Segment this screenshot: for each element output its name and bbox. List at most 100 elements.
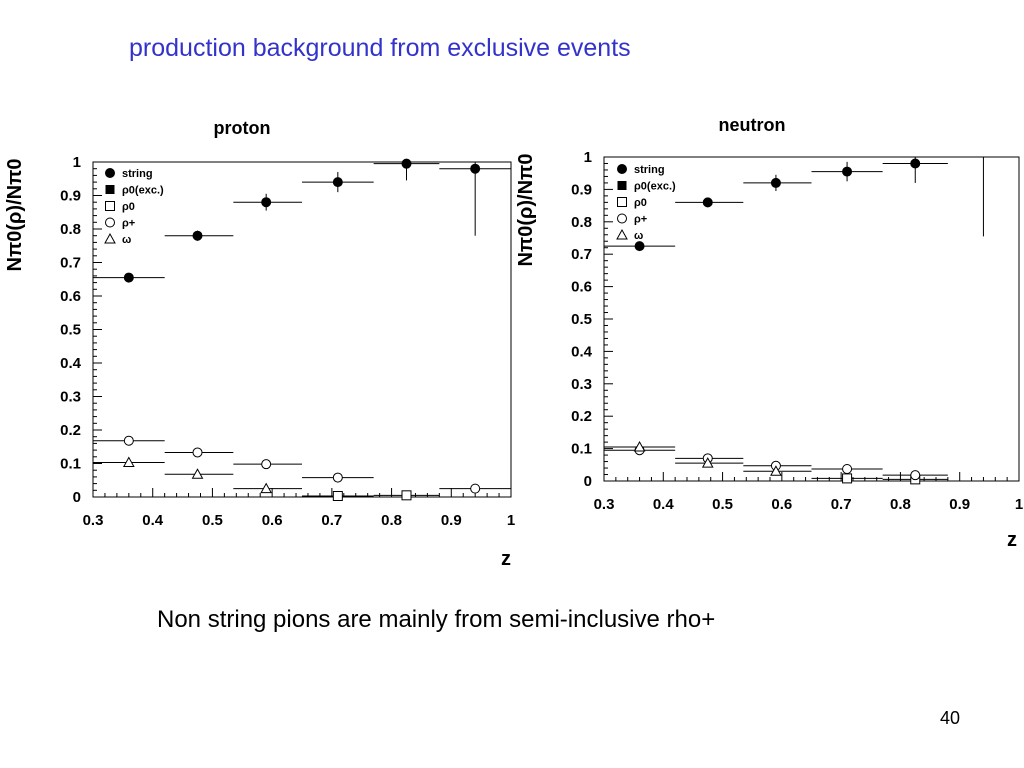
data-point: [332, 472, 343, 483]
x-tick-label: 0.9: [441, 512, 462, 529]
y-tick-label: 0.9: [571, 181, 592, 198]
chart-title: neutron: [719, 115, 786, 135]
y-tick-label: 0.3: [571, 376, 592, 393]
legend-entry: ρ0: [617, 197, 647, 209]
y-tick-label: 0.5: [571, 311, 592, 328]
data-point: [123, 435, 134, 446]
data-point: [842, 464, 853, 475]
y-tick-label: 1: [73, 154, 81, 171]
legend-label: ρ+: [634, 214, 647, 226]
data-point: [191, 468, 204, 479]
data-point: [770, 177, 781, 188]
data-point: [261, 459, 272, 470]
legend-marker: [616, 228, 628, 240]
legend-label: ρ+: [122, 218, 135, 230]
legend-entry: ρ0: [105, 201, 135, 213]
data-point: [633, 440, 646, 452]
legend-marker: [105, 217, 115, 228]
legend-marker: [617, 213, 627, 224]
data-point: [192, 447, 203, 458]
y-tick-label: 0: [73, 489, 81, 506]
x-tick-label: 0.5: [712, 496, 733, 513]
plot-frame: [603, 156, 1020, 482]
y-tick-label: 0.8: [571, 214, 592, 231]
x-tick-label: 0.9: [949, 496, 970, 513]
legend-entry: ρ0(exc.): [617, 181, 676, 193]
x-tick-label: 0.4: [142, 512, 164, 529]
data-point: [192, 230, 203, 241]
data-point: [470, 163, 481, 174]
legend-entry: ω: [104, 232, 131, 246]
data-point: [634, 241, 645, 252]
y-tick-label: 0: [584, 473, 592, 490]
data-point: [123, 272, 134, 283]
legend-marker: [105, 168, 115, 178]
legend-marker: [105, 201, 115, 211]
x-axis-label: z: [501, 548, 511, 570]
slide-caption: Non string pions are mainly from semi-in…: [157, 606, 716, 633]
x-tick-label: 0.6: [771, 496, 792, 513]
y-tick-label: 0.7: [571, 246, 592, 263]
page-number: 40: [940, 708, 961, 728]
slide-title: production background from exclusive eve…: [129, 34, 631, 62]
y-axis-label: Nπ0(ρ)/Nπ0: [515, 153, 537, 266]
legend-marker: [617, 181, 627, 190]
x-tick-label: 1: [1015, 496, 1023, 513]
y-tick-label: 0.4: [571, 343, 593, 360]
data-point: [401, 158, 412, 169]
legend-label: ω: [634, 230, 643, 242]
y-tick-label: 0.1: [571, 441, 592, 458]
legend-label: ρ0: [634, 197, 647, 209]
data-point: [910, 470, 921, 481]
data-point: [842, 473, 853, 484]
data-point: [470, 483, 481, 494]
data-point: [332, 490, 343, 501]
x-tick-label: 0.3: [594, 496, 615, 513]
x-tick-label: 0.8: [890, 496, 911, 513]
legend-marker: [105, 185, 115, 194]
y-tick-label: 0.9: [60, 188, 81, 205]
x-tick-label: 0.8: [381, 512, 402, 529]
y-tick-label: 0.3: [60, 389, 81, 406]
x-tick-label: 0.5: [202, 512, 223, 529]
chart-title: proton: [214, 118, 271, 138]
legend-marker: [617, 164, 627, 174]
data-point: [401, 490, 412, 501]
legend-marker: [104, 232, 116, 244]
data-point: [332, 177, 343, 188]
y-tick-label: 0.8: [60, 221, 81, 238]
y-tick-label: 0.2: [60, 422, 81, 439]
x-tick-label: 0.7: [321, 512, 342, 529]
legend-entry: ρ+: [617, 213, 647, 226]
data-point: [770, 465, 782, 476]
data-point: [910, 158, 921, 169]
y-tick-label: 0.6: [60, 288, 81, 305]
legend-entry: string: [617, 164, 665, 176]
data-point: [701, 457, 714, 468]
y-tick-label: 0.6: [571, 279, 592, 296]
data-point: [122, 456, 135, 467]
legend-entry: ρ0(exc.): [105, 185, 164, 197]
x-tick-label: 0.3: [83, 512, 104, 529]
legend-label: ρ0(exc.): [634, 181, 676, 193]
y-tick-label: 0.4: [60, 355, 82, 372]
y-tick-label: 0.5: [60, 322, 81, 339]
data-point: [261, 197, 272, 208]
data-point: [702, 197, 713, 208]
legend-label: ρ0(exc.): [122, 185, 164, 197]
legend-entry: string: [105, 168, 153, 180]
y-tick-label: 1: [584, 149, 592, 166]
x-axis-label: z: [1007, 529, 1017, 551]
x-tick-label: 0.7: [831, 496, 852, 513]
legend-label: string: [634, 164, 665, 176]
legend-marker: [617, 197, 627, 207]
legend-label: ω: [122, 234, 131, 246]
y-tick-label: 0.2: [571, 408, 592, 425]
y-tick-label: 0.1: [60, 456, 81, 473]
y-tick-label: 0.7: [60, 255, 81, 272]
data-point: [842, 166, 853, 177]
legend-label: string: [122, 168, 153, 180]
x-tick-label: 0.6: [262, 512, 283, 529]
